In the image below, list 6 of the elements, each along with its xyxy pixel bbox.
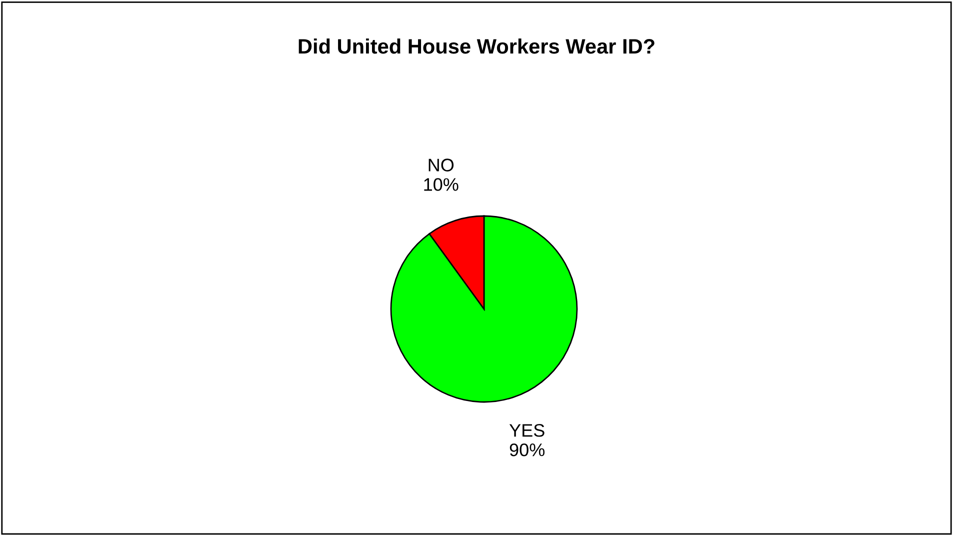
pie-slice — [390, 215, 578, 403]
chart-title: Did United House Workers Wear ID? — [298, 38, 654, 54]
slice-label: NO — [428, 158, 454, 172]
data-label: 90% — [510, 443, 545, 456]
data-label: 10% — [424, 178, 458, 191]
slice-label: YES — [509, 424, 544, 437]
